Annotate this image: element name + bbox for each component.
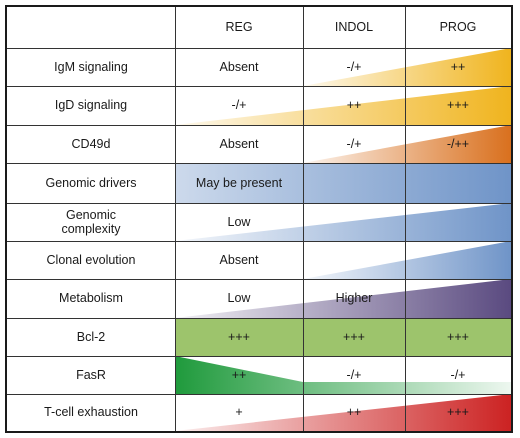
table-cell: -/++ [446,136,470,151]
table-cell: Low [227,214,251,229]
row-divider [7,318,511,319]
row-divider [7,394,511,395]
table-cell: ++ [346,405,362,420]
row-label: T-cell exhaustion [44,405,138,420]
table-cell: ++ [450,59,466,74]
row-divider [7,279,511,280]
table-cell: Low [227,291,251,306]
table-cell: Absent [219,59,259,74]
table-cell [303,241,405,279]
row-label: CD49d [71,136,111,151]
row-fill [175,279,511,318]
row-label: Metabolism [59,291,123,306]
table-cell: +++ [343,329,365,344]
table-cell: +++ [447,329,469,344]
row-label: Bcl-2 [76,329,106,344]
row-label: Genomic drivers [45,175,137,190]
table-cell: ++ [231,367,247,382]
table-cell: Absent [219,252,259,267]
row-divider [7,241,511,242]
row-divider [7,86,511,87]
table-cell [405,279,511,318]
row-divider [7,125,511,126]
row-label: IgD signaling [54,98,128,113]
table-cell: +++ [228,329,250,344]
row-fill [175,86,511,125]
table-cell [303,163,405,203]
column-divider [175,7,176,431]
table-cell [405,163,511,203]
row-divider [7,163,511,164]
table-cell: + [235,405,243,420]
row-fill [175,203,511,241]
column-divider [405,7,406,431]
table-cell: -/+ [346,59,362,74]
column-header-reg: REG [225,20,253,35]
row-fill [175,394,511,431]
row-divider [7,203,511,204]
column-header-prog: PROG [439,20,477,35]
row-fill [175,318,511,356]
table-cell [405,241,511,279]
row-label: IgM signaling [54,59,128,74]
table-cell [303,203,405,241]
table-cell: +++ [447,98,469,113]
table-cell: +++ [447,405,469,420]
table-cell: Higher [335,291,373,306]
table-cell: -/+ [346,136,362,151]
table-cell: -/+ [346,367,362,382]
table-cell: -/+ [231,98,247,113]
table-cell [405,203,511,241]
row-label: Clonal evolution [46,252,136,267]
row-fill [303,125,511,163]
row-fill [303,48,511,86]
table-cell: Absent [219,136,259,151]
comparison-table: REG INDOL PROG IgM signaling Absent -/+ ++ I… [5,5,513,433]
column-header-indol: INDOL [334,20,374,35]
table-cell: ++ [346,98,362,113]
row-fill [175,356,511,394]
row-fill [303,241,511,279]
row-label: FasR [76,367,106,382]
gradient-fills-layer [175,48,511,431]
table-cell: -/+ [450,367,466,382]
row-fill [175,163,511,203]
row-label: Genomic complexity [61,207,121,236]
table-cell: May be present [195,175,283,190]
row-divider [7,48,511,49]
column-divider [303,7,304,431]
row-divider [7,356,511,357]
